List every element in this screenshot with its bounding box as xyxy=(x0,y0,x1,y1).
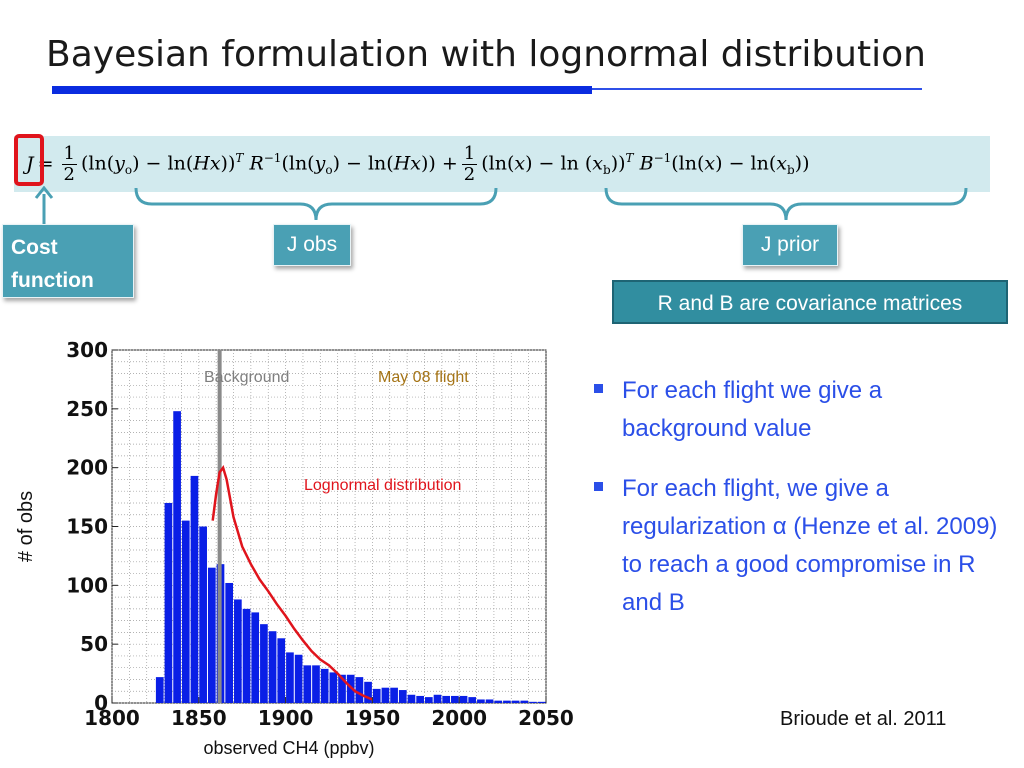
histogram-bar xyxy=(286,652,294,703)
histogram-bar xyxy=(303,665,312,703)
y-axis-label: # of obs xyxy=(15,491,37,562)
histogram-bar xyxy=(329,672,338,703)
histogram-bar xyxy=(225,582,234,703)
histogram-bar xyxy=(451,695,459,703)
y-tick-label: 0 xyxy=(94,691,108,715)
histogram-bar xyxy=(494,700,503,703)
x-tick-label: 2000 xyxy=(431,706,487,730)
histogram-bar xyxy=(442,695,451,703)
histogram-bar xyxy=(364,681,372,703)
j-obs-label: J obs xyxy=(273,224,351,266)
lognormal-curve xyxy=(211,464,373,701)
histogram-bar xyxy=(390,687,398,703)
histogram-bar xyxy=(251,612,260,703)
slide-title: Bayesian formulation with lognormal dist… xyxy=(46,34,926,75)
x-axis-label: observed CH4 (ppbv) xyxy=(203,738,374,758)
histogram-bar xyxy=(277,638,286,703)
covariance-note: R and B are covariance matrices xyxy=(612,280,1008,324)
histogram-bar xyxy=(181,520,190,703)
histogram-svg: 0 50 100 150 200 250 300 1800 1850 1900 1950 2000 20… xyxy=(15,338,574,758)
x-tick-label: 1900 xyxy=(258,706,314,730)
j-prior-label: J prior xyxy=(742,224,838,266)
x-tick-label: 2050 xyxy=(518,706,574,730)
histogram-bar xyxy=(537,701,546,703)
y-tick-label: 100 xyxy=(66,573,108,597)
histogram-bar xyxy=(355,677,364,703)
y-tick-label: 200 xyxy=(66,456,108,480)
histogram-bar xyxy=(268,631,277,703)
j-obs-brace xyxy=(134,187,498,221)
chart-axes: 0 50 100 150 200 250 300 1800 1850 1900 1950 2000 20… xyxy=(66,338,574,730)
histogram-bar xyxy=(424,697,433,703)
histogram-bar xyxy=(242,608,251,703)
histogram-bar xyxy=(459,695,468,703)
histogram-bar xyxy=(346,674,355,703)
equation-background xyxy=(14,136,990,192)
j-prior-brace xyxy=(604,187,968,221)
bullet-text: For each flight we give a background val… xyxy=(622,377,883,442)
y-tick-label: 50 xyxy=(80,632,108,656)
histogram-bar xyxy=(173,411,181,703)
histogram-bar xyxy=(207,567,216,703)
histogram-bar xyxy=(190,475,199,703)
histogram-bar xyxy=(260,624,268,703)
bullet-text: For each flight, we give a regularizatio… xyxy=(622,475,998,616)
flight-annotation: May 08 flight xyxy=(378,369,469,386)
histogram-bar xyxy=(477,699,485,703)
title-underline-thin xyxy=(592,88,922,90)
histogram-bar xyxy=(372,688,381,703)
cost-arrow-icon xyxy=(34,186,54,224)
bullet-list: For each flight we give a background val… xyxy=(594,372,1014,644)
x-tick-label: 1950 xyxy=(345,706,401,730)
histogram-bar xyxy=(312,665,320,703)
citation: Brioude et al. 2011 xyxy=(780,708,947,730)
y-tick-label: 250 xyxy=(66,397,108,421)
histogram-bar xyxy=(234,599,242,703)
x-tick-label: 1800 xyxy=(84,706,140,730)
y-tick-label: 300 xyxy=(66,338,108,362)
bullet-square-icon xyxy=(594,482,603,491)
histogram-bar xyxy=(164,502,173,703)
histogram-bar xyxy=(520,700,529,703)
histogram-bar xyxy=(294,654,303,703)
bullet-item: For each flight, we give a regularizatio… xyxy=(594,470,1014,622)
chart-labels: observed CH4 (ppbv) # of obs Background May… xyxy=(15,369,469,758)
background-annotation: Background xyxy=(204,369,289,386)
histogram-bar xyxy=(381,687,390,703)
histogram-bar xyxy=(529,701,537,703)
histogram-bar xyxy=(433,694,442,703)
histogram-bar xyxy=(407,694,416,703)
title-underline-thick xyxy=(52,86,592,94)
cost-function-label: Cost function xyxy=(2,224,134,298)
histogram-bar xyxy=(511,700,520,703)
x-tick-label: 1850 xyxy=(171,706,227,730)
histogram-bar xyxy=(416,695,424,703)
histogram-bar xyxy=(468,697,477,703)
histogram-bar xyxy=(503,700,511,703)
histogram-bar xyxy=(320,668,329,703)
histogram-chart: 0 50 100 150 200 250 300 1800 1850 1900 1950 2000 20… xyxy=(0,330,600,768)
chart-bars xyxy=(155,350,546,703)
bullet-square-icon xyxy=(594,384,603,393)
curve-annotation: Lognormal distribution xyxy=(304,477,461,494)
histogram-bar xyxy=(338,674,346,703)
histogram-bar xyxy=(199,526,207,703)
cost-symbol-highlight xyxy=(14,134,44,186)
bullet-item: For each flight we give a background val… xyxy=(594,372,1014,448)
histogram-bar xyxy=(398,690,407,703)
chart-curve xyxy=(211,464,373,701)
histogram-bar xyxy=(155,677,164,703)
y-tick-label: 150 xyxy=(66,515,108,539)
histogram-bar xyxy=(485,699,494,703)
